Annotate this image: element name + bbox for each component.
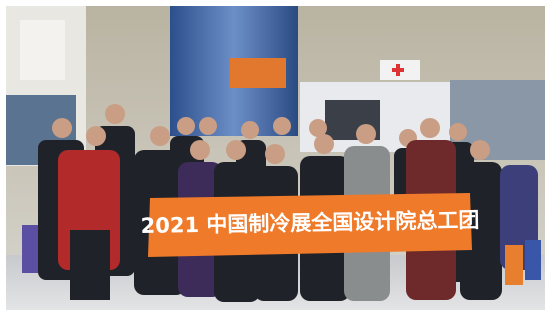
bag xyxy=(505,245,523,285)
bag xyxy=(22,225,38,273)
bag xyxy=(525,240,541,280)
sign xyxy=(230,58,286,88)
banner: 2021 中国制冷展全国设计院总工团 xyxy=(140,193,479,257)
cross-h xyxy=(392,68,404,72)
photo: 2021 中国制冷展全国设计院总工团 xyxy=(0,0,551,316)
page: 2021 中国制冷展全国设计院总工团 (() => { const data =… xyxy=(0,0,551,316)
left-panel xyxy=(20,20,65,80)
